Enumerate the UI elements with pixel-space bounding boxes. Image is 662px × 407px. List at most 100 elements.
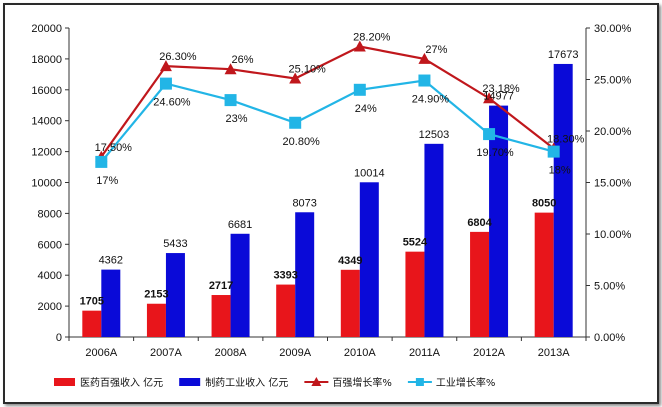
y-right-tick-label: 0.00% [594, 332, 625, 344]
bar-value-label: 5524 [403, 237, 428, 249]
legend-marker [415, 378, 424, 386]
bar [230, 233, 250, 337]
legend-marker [311, 377, 322, 386]
x-tick-label: 2013A [538, 347, 570, 359]
line-value-label: 20.80% [283, 136, 321, 148]
y-right-tick-label: 25.00% [594, 75, 632, 87]
line-point [159, 77, 172, 90]
bar-value-label: 17673 [548, 49, 579, 61]
bar-value-label: 4349 [338, 255, 362, 267]
bar [295, 212, 315, 337]
bar [340, 269, 360, 337]
bar-value-label: 6681 [228, 219, 252, 231]
y-left-tick-label: 6000 [38, 239, 62, 251]
bars [82, 63, 573, 337]
bar [211, 295, 231, 337]
bar [276, 284, 296, 337]
line-point [95, 155, 108, 168]
line-point [353, 40, 366, 52]
x-tick-label: 2009A [279, 347, 311, 359]
line-point [159, 60, 172, 72]
bar [101, 269, 121, 337]
legend-swatch [54, 378, 75, 386]
line-point [483, 92, 496, 104]
bar-value-label: 5433 [163, 238, 187, 250]
y-left-tick-label: 8000 [38, 208, 62, 220]
legend: 医药百强收入 亿元 制药工业收入 亿元 百强增长率% 工业增长率% [54, 376, 495, 389]
bar-value-label: 8073 [292, 197, 316, 209]
bar-value-label: 2717 [209, 280, 233, 292]
bar-value-label: 10014 [354, 167, 385, 179]
y-left-tick-label: 0 [56, 332, 62, 344]
lines [95, 40, 560, 168]
bar [165, 253, 185, 337]
series-line [100, 45, 555, 158]
line-point [418, 74, 431, 87]
bar [82, 310, 102, 337]
y-left-tick-label: 4000 [38, 270, 62, 282]
line-value-label: 23% [226, 113, 248, 125]
y-left-tick-label: 16000 [31, 85, 62, 97]
x-tick-label: 2011A [409, 347, 441, 359]
bar [534, 212, 554, 337]
line-point [418, 52, 431, 64]
bar-value-label: 14977 [483, 91, 514, 103]
line-point [224, 63, 237, 75]
line-value-label: 26% [232, 54, 254, 66]
line-value-label: 18% [549, 165, 571, 177]
x-tick-label: 2006A [85, 347, 117, 359]
line-value-label: 25.10% [289, 63, 327, 75]
line-value-label: 24.60% [153, 97, 191, 109]
bar [359, 182, 379, 337]
bar [489, 105, 509, 337]
line-point [224, 94, 237, 107]
series-line [100, 79, 554, 163]
bar-value-label: 12503 [419, 129, 450, 141]
y-left-tick-label: 14000 [31, 116, 62, 128]
y-left-tick-label: 18000 [31, 54, 62, 66]
bar-value-label: 1705 [80, 296, 104, 308]
x-tick-label: 2012A [473, 347, 505, 359]
bar [424, 143, 444, 337]
y-right-tick-label: 5.00% [594, 281, 625, 293]
line-value-label: 28.20% [353, 32, 391, 44]
line-point [353, 83, 366, 96]
line-point [483, 128, 496, 141]
legend-label: 制药工业收入 亿元 [205, 376, 288, 389]
legend-label: 医药百强收入 亿元 [80, 376, 163, 389]
y-right-tick-label: 10.00% [594, 229, 632, 241]
y-right-tick-label: 20.00% [594, 126, 632, 138]
line-value-label: 26.30% [159, 51, 197, 63]
line-value-label: 19.70% [476, 147, 514, 159]
y-left-tick-label: 12000 [31, 147, 62, 159]
line-value-label: 24.90% [412, 94, 450, 106]
x-tick-label: 2010A [344, 347, 376, 359]
bar [146, 303, 166, 337]
bar-value-label: 2153 [144, 289, 168, 301]
data-labels: 1705 2153 2717 3393 4349 5524 6804 8050 4362 5433… [80, 32, 585, 308]
x-tick-label: 2007A [150, 347, 182, 359]
bar-value-label: 3393 [273, 270, 297, 282]
line-value-label: 27% [425, 44, 447, 56]
line-value-label: 23.18% [482, 83, 520, 95]
bar-value-label: 8050 [532, 198, 556, 210]
y-right-tick-label: 15.00% [594, 178, 632, 190]
line-point [289, 72, 302, 84]
line-value-label: 18.30% [547, 134, 585, 146]
y-left-tick-label: 20000 [31, 23, 62, 35]
bar-value-label: 6804 [467, 217, 492, 229]
y-right-tick-label: 30.00% [594, 23, 632, 35]
axes: 0 2000 4000 6000 8000 10000 12000 14000 16000 180… [31, 23, 631, 359]
bar [553, 63, 573, 337]
y-left-tick-label: 10000 [31, 178, 62, 190]
legend-label: 工业增长率% [436, 376, 496, 389]
y-left-tick-label: 2000 [38, 301, 62, 313]
line-value-label: 17% [96, 175, 118, 187]
bar [470, 231, 490, 337]
legend-label: 百强增长率% [332, 376, 392, 389]
bar-value-label: 4362 [99, 255, 123, 267]
bar [405, 251, 425, 337]
line-point [289, 116, 302, 129]
x-tick-label: 2008A [215, 347, 247, 359]
